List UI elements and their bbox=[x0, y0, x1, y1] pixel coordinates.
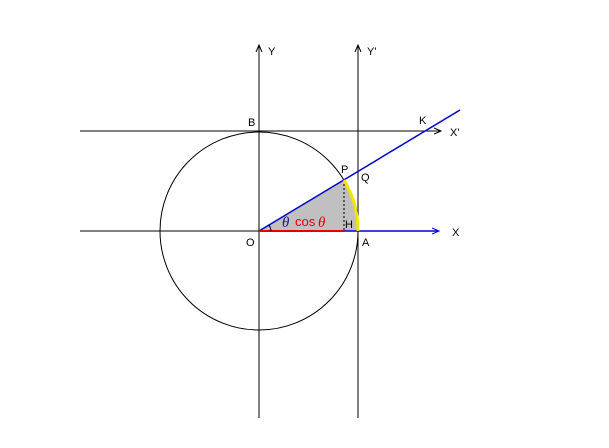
label-y-prime: Y' bbox=[367, 46, 376, 58]
label-k: K bbox=[419, 115, 427, 127]
label-a: A bbox=[362, 237, 370, 249]
label-q: Q bbox=[361, 172, 370, 184]
label-o: O bbox=[246, 237, 255, 249]
ray-o-k bbox=[258, 109, 461, 232]
label-y: Y bbox=[268, 46, 276, 58]
angle-arc bbox=[268, 224, 272, 232]
arc-p-a bbox=[342, 179, 360, 232]
label-b: B bbox=[248, 117, 255, 129]
label-p: P bbox=[341, 164, 348, 176]
label-x: X bbox=[452, 227, 460, 239]
label-cos: cos bbox=[295, 214, 316, 229]
label-x-prime: X' bbox=[450, 127, 459, 139]
label-h: H bbox=[345, 219, 353, 231]
label-theta-angle: θ bbox=[282, 215, 290, 231]
shaded-sector-arc-part bbox=[344, 180, 359, 231]
label-theta-cos: θ bbox=[318, 215, 326, 231]
